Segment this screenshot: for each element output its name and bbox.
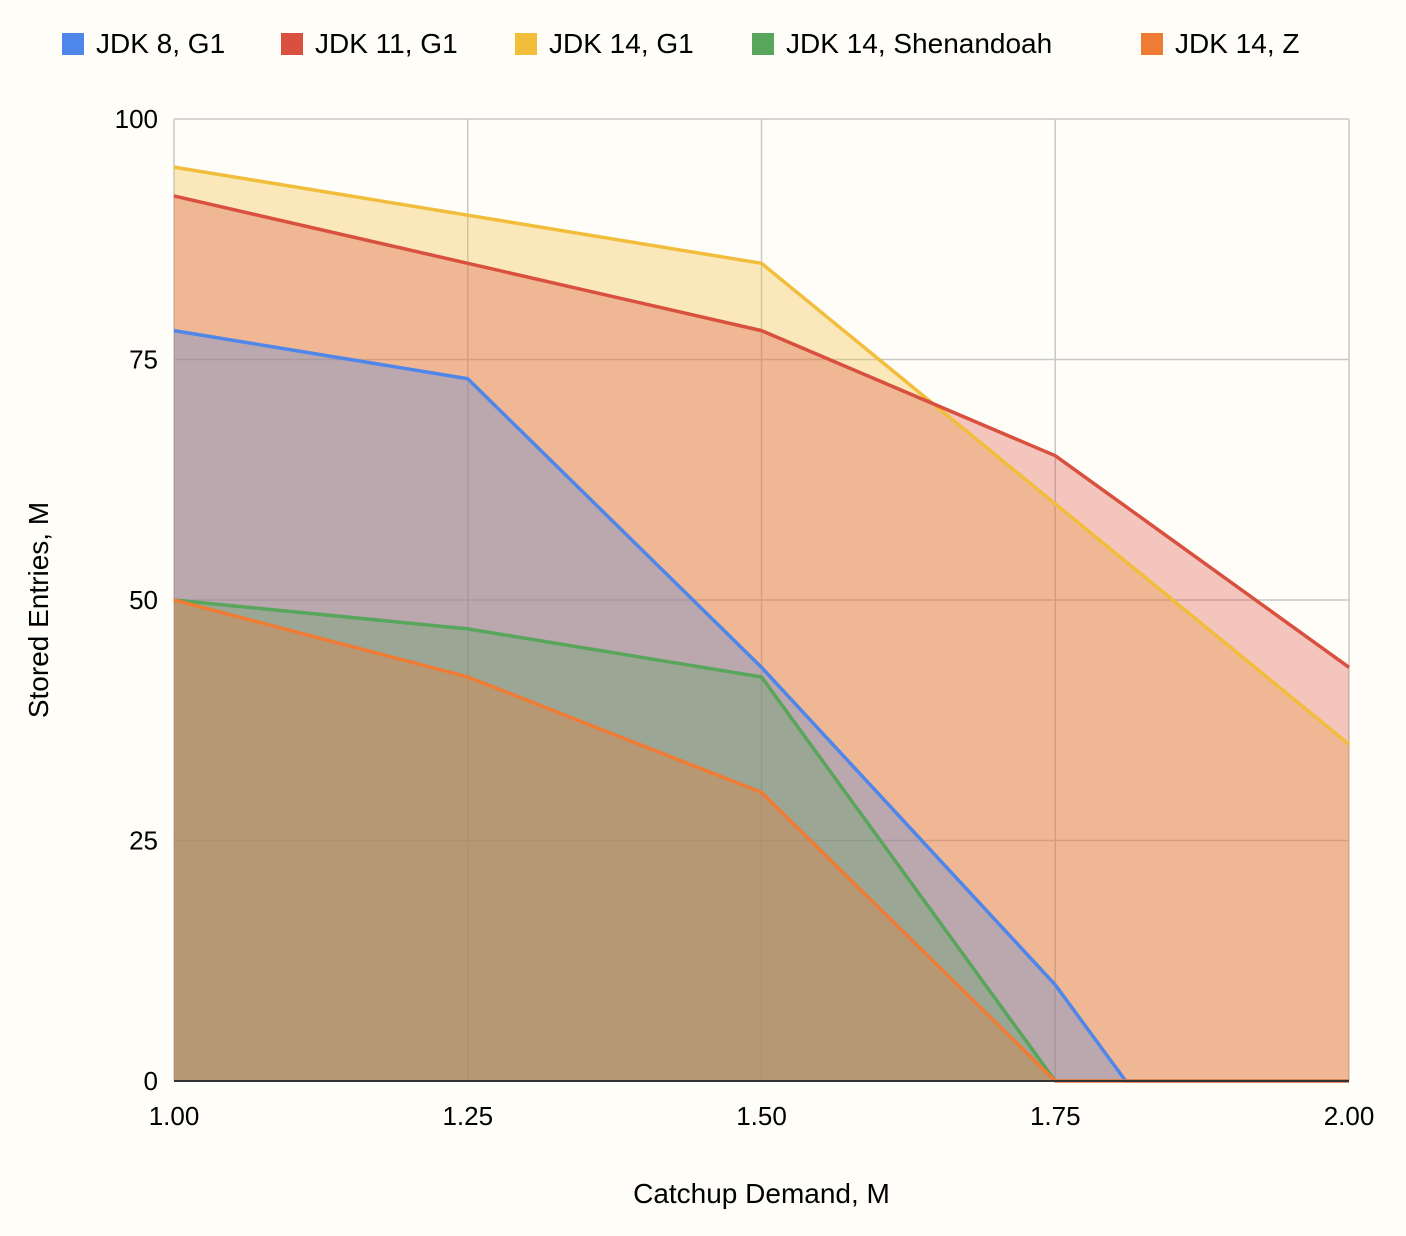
series-line [173, 165, 1351, 746]
legend-item[interactable]: JDK 14, Shenandoah [752, 28, 1052, 59]
series-line [173, 194, 1351, 669]
series-area [174, 167, 1349, 1082]
y-tick-label: 25 [129, 826, 158, 856]
y-tick-label: 100 [115, 104, 158, 134]
x-tick-label: 1.00 [149, 1101, 200, 1131]
legend-item[interactable]: JDK 8, G1 [62, 28, 225, 59]
legend-swatch [62, 33, 84, 55]
legend-item[interactable]: JDK 14, Z [1141, 28, 1299, 59]
y-tick-label: 50 [129, 585, 158, 615]
legend-swatch [515, 33, 537, 55]
legend-label: JDK 14, Z [1175, 28, 1299, 59]
y-axis-tick-labels: 0 25 50 75 100 [115, 104, 158, 1096]
series-area [174, 195, 1349, 1081]
series-areas [174, 167, 1349, 1082]
legend-item[interactable]: JDK 11, G1 [281, 28, 458, 59]
series-line [173, 598, 1057, 1083]
legend: JDK 8, G1 JDK 11, G1 JDK 14, G1 JDK 14, She… [62, 28, 1299, 59]
legend-swatch [752, 33, 774, 55]
x-tick-label: 1.50 [736, 1101, 787, 1131]
series-area [174, 330, 1349, 1081]
series-area [174, 600, 1056, 1081]
x-tick-label: 2.00 [1324, 1101, 1375, 1131]
x-axis-tick-labels: 1.00 1.25 1.50 1.75 2.00 [149, 1101, 1375, 1131]
y-tick-label: 0 [144, 1066, 158, 1096]
x-tick-label: 1.25 [442, 1101, 493, 1131]
legend-label: JDK 8, G1 [96, 28, 225, 59]
legend-item[interactable]: JDK 14, G1 [515, 28, 694, 59]
legend-label: JDK 14, Shenandoah [786, 28, 1052, 59]
legend-label: JDK 14, G1 [549, 28, 694, 59]
legend-swatch [281, 33, 303, 55]
x-tick-label: 1.75 [1030, 1101, 1081, 1131]
y-axis-title: Stored Entries, M [23, 502, 54, 718]
legend-label: JDK 11, G1 [315, 28, 458, 59]
series-area [174, 600, 1349, 1081]
x-axis-title: Catchup Demand, M [633, 1178, 890, 1209]
legend-swatch [1141, 33, 1163, 55]
y-tick-label: 75 [129, 345, 158, 375]
